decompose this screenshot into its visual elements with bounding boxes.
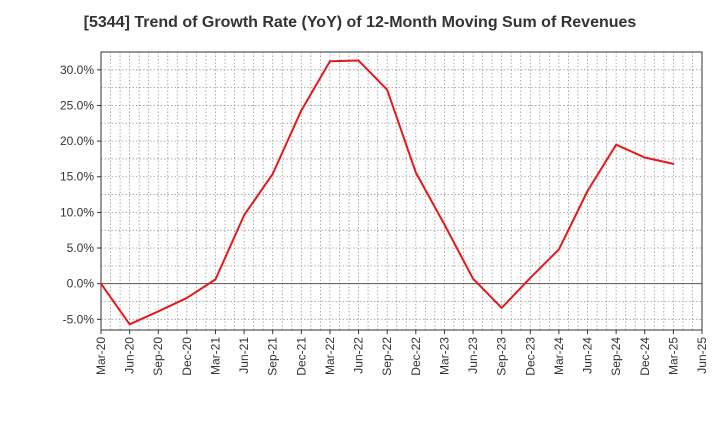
x-tick-label: Sep-24 <box>609 337 623 376</box>
data-point <box>529 277 531 279</box>
data-point <box>472 278 474 280</box>
data-point <box>415 171 417 173</box>
x-tick-label: Mar-23 <box>437 337 451 375</box>
data-point <box>157 310 159 312</box>
x-tick-label: Dec-20 <box>180 337 194 376</box>
data-point <box>358 60 360 62</box>
x-tick-label: Jun-25 <box>695 337 709 374</box>
y-tick-label: 20.0% <box>60 134 94 148</box>
y-tick-label: 0.0% <box>67 277 95 291</box>
x-tick-label: Dec-23 <box>523 337 537 376</box>
x-tick-label: Sep-21 <box>266 337 280 376</box>
x-tick-label: Jun-21 <box>237 337 251 374</box>
x-tick-label: Dec-21 <box>294 337 308 376</box>
y-tick-label: -5.0% <box>63 312 95 326</box>
data-point <box>186 297 188 299</box>
y-tick-label: 15.0% <box>60 170 94 184</box>
y-tick-label: 5.0% <box>67 241 95 255</box>
data-point <box>300 109 302 111</box>
data-point <box>558 248 560 250</box>
data-point <box>100 283 102 285</box>
data-point <box>329 60 331 62</box>
x-tick-label: Jun-24 <box>581 337 595 374</box>
data-point <box>501 307 503 309</box>
data-point <box>214 278 216 280</box>
x-tick-label: Sep-22 <box>380 337 394 376</box>
y-tick-label: 10.0% <box>60 205 94 219</box>
data-point <box>672 163 674 165</box>
data-point <box>386 89 388 91</box>
x-tick-label: Jun-22 <box>352 337 366 374</box>
y-tick-label: 30.0% <box>60 63 94 77</box>
data-point <box>272 173 274 175</box>
y-tick-label: 25.0% <box>60 98 94 112</box>
plot-area <box>101 52 702 330</box>
data-point <box>129 323 131 325</box>
x-tick-label: Mar-20 <box>94 337 108 375</box>
x-tick-label: Dec-22 <box>409 337 423 376</box>
plot-frame <box>100 51 703 331</box>
data-point <box>243 214 245 216</box>
data-point <box>615 144 617 146</box>
x-tick-label: Dec-24 <box>638 337 652 376</box>
data-point <box>644 156 646 158</box>
data-point <box>587 190 589 192</box>
x-tick-label: Sep-23 <box>495 337 509 376</box>
x-tick-label: Mar-22 <box>323 337 337 375</box>
x-tick-label: Mar-21 <box>208 337 222 375</box>
x-tick-label: Mar-25 <box>666 337 680 375</box>
chart-title: [5344] Trend of Growth Rate (YoY) of 12-… <box>83 14 637 31</box>
x-tick-label: Jun-23 <box>466 337 480 374</box>
series-line <box>100 59 675 326</box>
x-tick-label: Jun-20 <box>123 337 137 374</box>
data-point <box>443 224 445 226</box>
x-tick-label: Sep-20 <box>151 337 165 376</box>
x-tick-label: Mar-24 <box>552 337 566 375</box>
